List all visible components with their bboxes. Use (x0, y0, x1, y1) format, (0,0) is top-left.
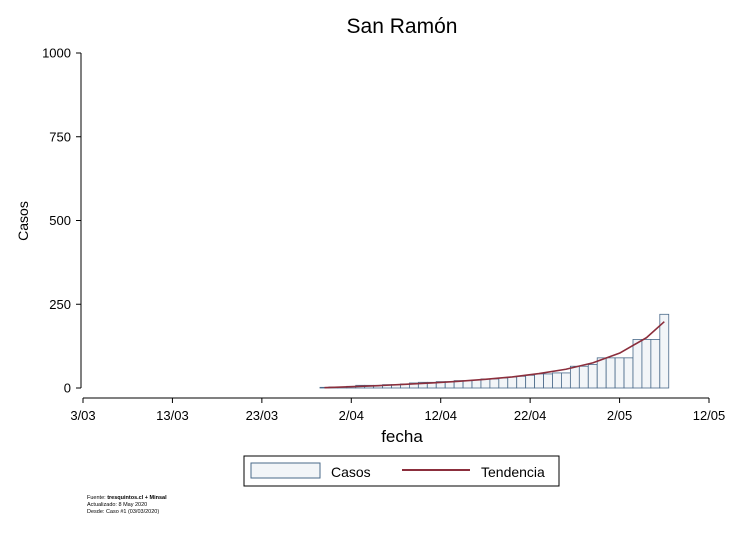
bar-37 (650, 339, 661, 389)
x-tick-label-7: 12/05 (693, 408, 726, 423)
bar-32 (605, 357, 616, 389)
x-tick-label-2: 23/03 (246, 408, 279, 423)
bar-30 (587, 364, 598, 389)
y-tick-label-1: 250 (49, 297, 71, 312)
x-tick-label-6: 2/05 (607, 408, 632, 423)
bar-19 (489, 378, 500, 389)
bar-38 (659, 313, 670, 389)
source-note: Fuente: tresquintos.cl + Minsal Actualiz… (87, 495, 167, 516)
x-tick-label-1: 13/03 (156, 408, 189, 423)
x-tick-label-4: 12/04 (424, 408, 457, 423)
y-axis-label: Casos (15, 201, 31, 241)
bar-23 (525, 374, 536, 389)
x-tick-label-3: 2/04 (339, 408, 364, 423)
bar-28 (569, 365, 580, 389)
bar-27 (561, 372, 571, 389)
legend: Casos Tendencia (243, 455, 560, 487)
y-tick-label-0: 0 (64, 381, 71, 396)
bar-24 (534, 373, 544, 389)
legend-label-casos: Casos (331, 464, 371, 480)
bar-35 (632, 339, 643, 389)
bar-36 (641, 339, 652, 389)
legend-label-tendencia: Tendencia (481, 464, 545, 480)
y-tick-label-2: 500 (49, 213, 71, 228)
trend-line (324, 321, 665, 389)
bar-26 (552, 372, 562, 389)
bar-34 (623, 357, 634, 389)
y-tick-label-4: 1000 (42, 46, 71, 61)
x-axis-label: fecha (381, 427, 423, 446)
x-tick-label-0: 3/03 (70, 408, 95, 423)
y-tick-label-3: 750 (49, 129, 71, 144)
bar-33 (614, 357, 625, 389)
x-tick-label-5: 22/04 (514, 408, 547, 423)
bar-25 (543, 373, 553, 389)
bar-31 (596, 357, 607, 389)
bar-29 (578, 365, 589, 389)
bar-22 (516, 375, 527, 389)
chart-title: San Ramón (347, 15, 458, 38)
source-line-1: Fuente: tresquintos.cl + Minsal (87, 495, 167, 501)
source-line-3: Desde: Caso #1 (03/03/2020) (87, 509, 160, 515)
bar-21 (507, 376, 518, 389)
bar-17 (471, 379, 482, 389)
bar-20 (498, 377, 509, 389)
source-line-2: Actualizado: 8 May 2020 (87, 502, 148, 508)
bar-16 (462, 380, 473, 389)
plot-area: 0 250 500 750 1000 3/03 13/03 23/03 2/04 12/04 22/… (42, 46, 725, 424)
legend-swatch-casos (250, 462, 321, 479)
